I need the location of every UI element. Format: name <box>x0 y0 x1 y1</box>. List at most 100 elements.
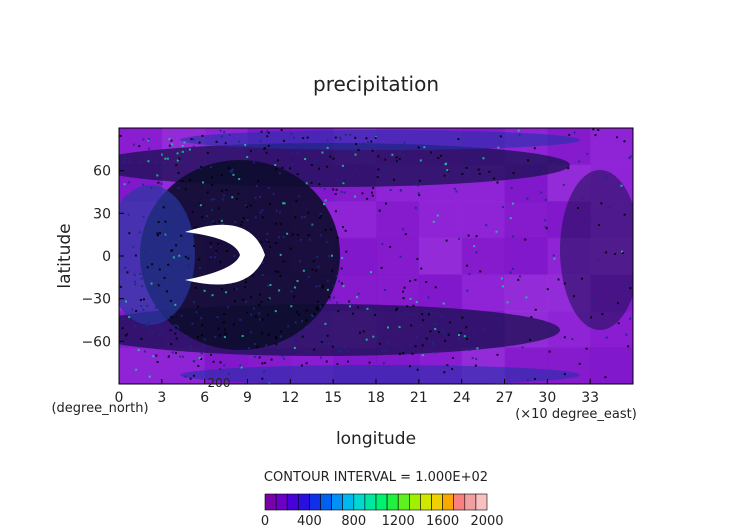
speckle <box>370 140 373 143</box>
speckle <box>326 139 329 142</box>
speckle <box>156 232 159 235</box>
colorbar-tick-label: 1200 <box>382 514 415 529</box>
speckle <box>222 194 225 197</box>
field-patch <box>590 128 633 166</box>
speckle <box>395 160 398 163</box>
speckle <box>334 136 337 139</box>
speckle <box>432 343 435 346</box>
speckle <box>282 235 285 238</box>
speckle <box>614 253 617 256</box>
speckle <box>267 187 270 190</box>
speckle <box>344 133 347 136</box>
speckle <box>440 154 443 157</box>
speckle <box>214 256 217 259</box>
speckle <box>138 145 141 148</box>
speckle <box>310 224 313 227</box>
speckle <box>175 174 178 177</box>
speckle <box>468 273 471 276</box>
speckle <box>601 313 604 316</box>
speckle <box>586 152 589 155</box>
speckle <box>629 155 632 158</box>
speckle <box>519 327 522 330</box>
speckle <box>161 153 164 156</box>
speckle <box>166 273 169 276</box>
speckle <box>306 136 309 139</box>
speckle <box>158 232 161 235</box>
speckle <box>562 183 565 186</box>
speckle <box>417 192 420 195</box>
speckle <box>398 326 401 329</box>
speckle <box>261 331 264 334</box>
colorbar-tick-label: 0 <box>261 514 269 529</box>
speckle <box>398 352 401 355</box>
colorbar-swatch <box>408 493 421 511</box>
speckle <box>287 325 290 328</box>
speckle <box>223 157 226 160</box>
speckle <box>257 180 260 183</box>
speckle <box>417 146 420 149</box>
speckle <box>192 138 195 141</box>
speckle <box>319 216 322 219</box>
speckle <box>265 238 268 241</box>
speckle <box>398 158 401 161</box>
speckle <box>473 245 476 248</box>
speckle <box>220 189 223 192</box>
speckle <box>203 289 206 292</box>
speckle <box>305 350 308 353</box>
speckle <box>544 225 547 228</box>
speckle <box>217 156 220 159</box>
field-patch <box>418 274 463 312</box>
speckle <box>412 304 415 307</box>
field-patch <box>376 201 420 239</box>
field-patch <box>418 201 463 239</box>
speckle <box>221 223 224 226</box>
field-patch <box>418 237 463 276</box>
speckle <box>156 234 159 237</box>
speckle <box>198 166 201 169</box>
x-tick-label: 0 <box>115 390 124 406</box>
speckle <box>318 285 321 288</box>
speckle <box>124 300 127 303</box>
speckle <box>443 371 446 374</box>
speckle <box>190 138 193 141</box>
speckle <box>170 139 173 142</box>
speckle <box>174 332 177 335</box>
speckle <box>275 168 278 171</box>
speckle <box>139 272 142 275</box>
speckle <box>425 309 428 312</box>
speckle <box>369 308 372 311</box>
colorbar-swatch <box>386 493 399 511</box>
speckle <box>313 313 316 316</box>
speckle <box>283 202 286 205</box>
speckle <box>627 345 630 348</box>
colorbar-swatch <box>475 493 488 511</box>
speckle <box>420 324 423 327</box>
speckle <box>170 343 173 346</box>
speckle <box>162 161 165 164</box>
speckle <box>299 260 302 263</box>
speckle <box>274 222 277 225</box>
speckle <box>160 166 163 169</box>
speckle <box>482 157 485 160</box>
colorbar-swatch <box>453 493 466 511</box>
speckle <box>198 357 201 360</box>
speckle <box>121 318 124 321</box>
speckle <box>509 217 512 220</box>
speckle <box>366 197 369 200</box>
speckle <box>326 165 329 168</box>
speckle <box>328 296 331 299</box>
speckle <box>267 241 270 244</box>
speckle <box>124 334 127 337</box>
speckle <box>153 343 156 346</box>
speckle <box>132 245 135 248</box>
speckle <box>317 300 320 303</box>
speckle <box>545 227 548 230</box>
speckle <box>266 130 269 133</box>
speckle <box>281 148 284 151</box>
speckle <box>312 327 315 330</box>
speckle <box>389 245 392 248</box>
speckle <box>200 165 203 168</box>
speckle <box>320 340 323 343</box>
speckle <box>529 338 532 341</box>
